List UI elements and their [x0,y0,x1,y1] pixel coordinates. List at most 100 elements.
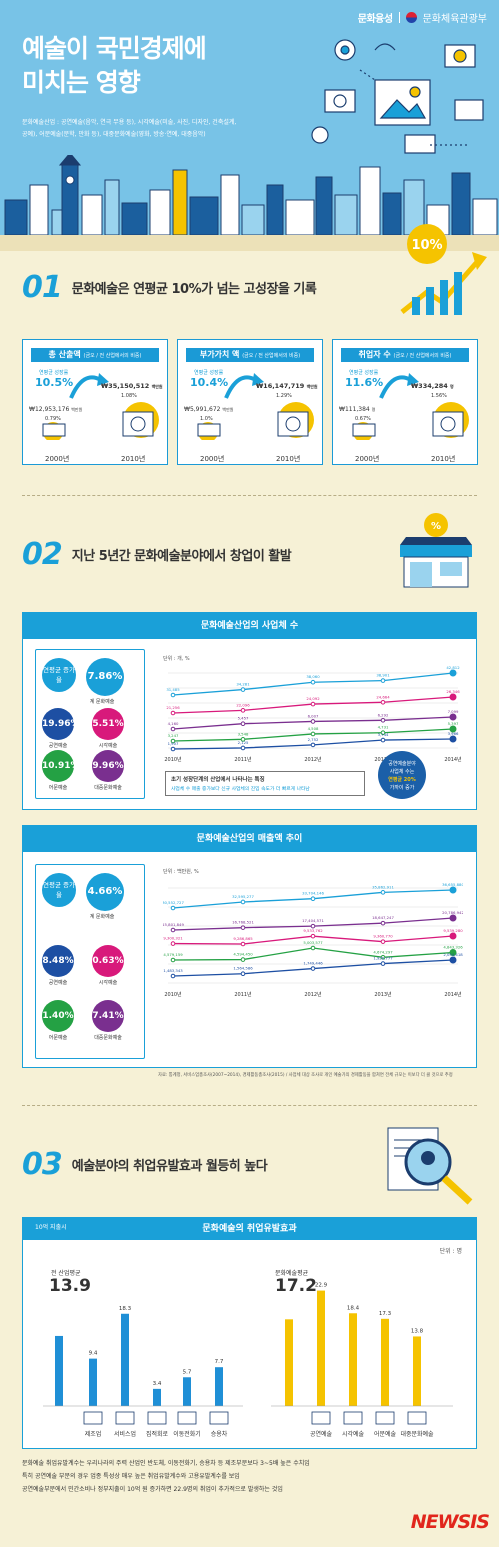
callout-line-1: 공연예술분야 [388,761,416,767]
share-2010: 1.08% [121,393,137,399]
source-note: 자료: 통계청, 서비스업총조사(2007~2014), 경제활동총조사(201… [158,1073,453,1078]
employment-chart: 9.4 제조업 18.3 서비스업 3.4 집적회로 5.7 이동전화기 7.7 승용차 22.9 공… [43,1283,453,1438]
bar [381,1318,389,1406]
growth-rate-bubble: 7.41% [92,1000,124,1032]
growth-rate-bubble: 19.96% [42,708,80,740]
data-label: 6,292 [378,712,389,717]
subtitle-line-2: 공예), 어문예술(문학, 만화 등), 대중문화예술(영화, 방송·연예, 대… [22,131,206,138]
data-point [449,669,457,677]
data-label: 4,594,450 [233,952,253,957]
data-label: 33,704,146 [302,891,324,896]
data-point [240,899,246,905]
growth-rate-bubble: 1.40% [42,1000,74,1032]
subtitle-line-1: 문화예술산업 : 공연예술(음악, 연극 무용 등), 시각예술(미술, 사진,… [22,119,237,126]
data-point [449,735,457,743]
magnifier-illustration [387,1127,473,1205]
category-label: 제조업 [85,1430,102,1438]
bar [413,1336,421,1406]
category-icon [343,1411,363,1425]
bar [349,1313,357,1406]
section-1-number: 01 [22,270,63,305]
value-2010: ₩16,147,719 백만원 [256,382,318,390]
business-count-chart: 31,485 34,281 38,060 38,901 42,812 21,256 22,0… [164,665,462,763]
bar-value-label: 5.7 [183,1369,192,1375]
growth-rate: 11.6% [345,376,384,389]
divider [22,495,477,496]
ministry-name: 문화체육관광부 [422,14,487,25]
x-tick-label: 2013년 [374,991,392,998]
growth-arrow-illustration: 10% [400,224,487,315]
growth-rate-label: 공연예술 [48,980,68,986]
section-2-heading: 02 지난 5년간 문화예술분야에서 창업이 활발 [22,537,292,572]
data-label: 3,966 [448,731,459,736]
footnote-2: 특히 공연예술 부문의 경우 업종 특성상 매우 높은 취업유발계수와 고용유발… [22,1473,240,1480]
section-2-number: 02 [22,537,63,572]
x-tick-label: 2014년 [444,991,462,998]
card-title: 부가가치 액 (금오 / 전 산업에서의 비중) [186,348,314,362]
bar [317,1290,325,1406]
section-2-badge: % [431,521,441,532]
card-title: 총 산출액 (금오 / 전 산업에서의 비중) [31,348,159,362]
sales-growth-rates: 연평균 증가율 4.66% 계 문화예술 8.48% 공연예술 0.63% 시각예술 1.40… [35,864,145,1059]
category-icon [83,1411,103,1425]
x-tick-label: 2012년 [304,991,322,998]
share-2010: 1.56% [431,393,447,399]
data-point [240,971,246,977]
data-label: 16,768,521 [232,920,254,925]
data-point [170,927,176,933]
divider [22,1105,477,1106]
note-body: 사업체 수 매출 증가보다 신규 사업체의 진입 속도가 더 빠르게 나타남 [171,787,310,792]
data-point [240,941,246,947]
data-point [170,726,176,732]
x-tick-label: 2011년 [234,756,252,763]
data-point [240,737,246,742]
data-label: 1,483,343 [163,968,183,973]
data-label: 30,552,727 [163,900,184,905]
data-point [380,730,386,736]
category-icon [177,1411,197,1425]
data-point [380,678,386,683]
card-illustration [197,373,314,440]
x-tick-label: 2010년 [164,756,182,763]
category-label: 서비스업 [114,1430,136,1438]
x-tick-label: 2012년 [304,756,322,763]
data-label: 2,752 [308,737,319,742]
culture-icons-illustration [311,39,484,154]
growth-rate-bubble: 4.66% [86,873,124,911]
title-line-2: 미치는 영향 [22,68,141,97]
data-point [380,955,386,960]
category-label: 이동전화기 [173,1430,201,1438]
data-label: 1,926,777 [373,956,393,961]
data-point [170,973,176,979]
data-label: 36,655,880 [442,882,463,887]
category-icon [115,1411,135,1425]
data-point [449,713,457,721]
data-label: 7,099 [448,709,459,714]
stat-card: 취업자 수 (금오 / 전 산업에서의 비중) 연평균 성장률 11.6% ₩334,… [332,339,478,465]
data-point [310,679,316,685]
city-skyline-illustration [4,155,498,235]
data-label: 9,300,321 [163,936,183,941]
data-point [310,719,316,724]
data-label: 20,786,942 [442,910,463,915]
title-line-1: 예술이 국민경제에 [22,34,207,63]
growth-label: 연평균 성장률 [349,370,379,376]
taegeuk-icon [405,12,417,23]
data-label: 15,801,849 [163,922,184,927]
section-2-title: 지난 5년간 문화예술분야에서 창업이 활발 [71,549,292,564]
data-point [170,957,176,963]
data-point [449,693,457,701]
data-point [310,731,316,737]
business-count-title: 문화예술산업의 사업체 수 [23,613,476,639]
card-title: 취업자 수 (금오 / 전 산업에서의 비중) [341,348,469,362]
growth-rate-bubble: 0.63% [92,945,124,977]
year-2010: 2010년 [121,455,146,463]
employment-title: 문화예술의 취업유발효과 [23,1218,476,1240]
year-2000: 2000년 [45,455,70,463]
data-point [310,923,316,929]
share-2010: 1.29% [276,393,292,399]
category-icon [209,1411,229,1425]
data-point [240,721,246,727]
category-label: 어문예술 [374,1430,397,1438]
category-label: 시각예술 [342,1430,365,1438]
